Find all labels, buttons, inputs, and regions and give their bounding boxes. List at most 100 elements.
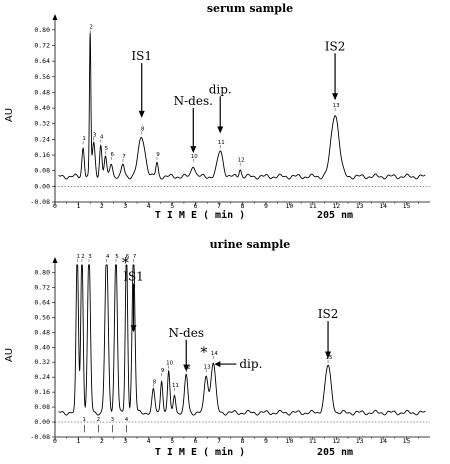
y-tick-label: 0.08 <box>34 167 50 175</box>
annotation-arrowhead <box>214 361 221 368</box>
x-tick-label: 3 <box>123 202 127 210</box>
asterisk-marker: * <box>200 345 207 361</box>
annotation-label: dip. <box>209 82 232 96</box>
peak-label: 9 <box>156 152 160 158</box>
chart-panel-1: serum sample -0.08 0.00 0.08 0.16 0.24 0.32 0.4… <box>4 2 430 221</box>
y-tick-label: 0.40 <box>34 343 50 351</box>
peak-label: 3 <box>93 132 97 138</box>
peak-label: 6 <box>111 152 115 158</box>
event-mark-label: 1 <box>83 417 87 423</box>
x-tick-label: 5 <box>170 437 174 445</box>
x-tick-label: 11 <box>309 202 317 210</box>
annotation-label: IS1 <box>131 49 152 63</box>
peak-label: 2 <box>89 25 93 31</box>
annotation-label: N-des. <box>174 94 213 108</box>
chart-title: urine sample <box>210 238 291 251</box>
y-tick-label: -0.08 <box>30 198 50 206</box>
annotation-label: N-des <box>169 326 205 340</box>
chromatogram-trace <box>58 32 426 180</box>
x-tick-label: 13 <box>356 437 364 445</box>
asterisk-marker: * <box>122 255 129 271</box>
chart-panel-2: urine sample -0.08 0.00 0.08 0.16 0.24 0.32 0.4… <box>4 238 430 458</box>
peak-label: 5 <box>115 254 119 260</box>
annotation-arrowhead <box>217 126 224 134</box>
peak-label: 14 <box>211 351 218 357</box>
x-tick-label: 13 <box>356 202 364 210</box>
y-tick-label: 0.72 <box>34 41 50 49</box>
x-tick-label: 15 <box>403 202 411 210</box>
annotation-arrowhead <box>190 146 197 154</box>
peak-label: 5 <box>105 146 109 152</box>
x-tick-label: 15 <box>403 437 411 445</box>
y-axis-arrow <box>52 257 58 263</box>
peak-label: 1 <box>77 254 81 260</box>
y-tick-label: -0.08 <box>30 433 50 441</box>
x-tick-label: 0 <box>53 437 57 445</box>
x-tick-label: 0 <box>53 202 57 210</box>
annotation-arrowhead <box>183 364 190 372</box>
peak-label: 11 <box>218 140 225 146</box>
chart-title: serum sample <box>207 2 293 15</box>
x-axis-label: T I M E ( min ) <box>155 209 245 221</box>
y-tick-label: 0.16 <box>34 388 50 396</box>
x-tick-label: 6 <box>194 202 198 210</box>
y-axis-label: AU <box>4 348 15 362</box>
x-tick-label: 10 <box>285 437 293 445</box>
y-tick-label: 0.32 <box>34 358 50 366</box>
x-tick-label: 4 <box>147 202 151 210</box>
peak-label: 15 <box>326 355 333 361</box>
y-tick-label: 0.64 <box>34 57 50 65</box>
annotation-arrowhead <box>130 325 137 333</box>
x-tick-label: 5 <box>170 202 174 210</box>
x-tick-label: 2 <box>100 437 104 445</box>
x-tick-label: 9 <box>264 202 268 210</box>
peak-label: 7 <box>122 154 126 160</box>
annotation-arrowhead <box>138 110 145 118</box>
y-tick-label: 0.40 <box>34 104 50 112</box>
y-axis-label: AU <box>4 108 15 122</box>
x-tick-label: 14 <box>379 202 387 210</box>
x-tick-label: 7 <box>217 437 221 445</box>
annotation-arrowhead <box>325 351 332 359</box>
y-tick-label: 0.48 <box>34 328 50 336</box>
wavelength-label: 205 nm <box>317 447 353 458</box>
y-tick-label: 0.64 <box>34 298 50 306</box>
y-tick-label: 0.24 <box>34 373 50 381</box>
peak-label: 10 <box>166 361 173 367</box>
peak-label: 2 <box>81 254 85 260</box>
peak-label: 3 <box>88 254 92 260</box>
annotation-arrowhead <box>332 93 339 101</box>
y-tick-label: 0.80 <box>34 268 50 276</box>
y-tick-label: 0.08 <box>34 403 50 411</box>
annotation-label: IS1 <box>123 270 144 284</box>
x-axis-label: T I M E ( min ) <box>155 446 245 458</box>
y-tick-label: 0.80 <box>34 26 50 34</box>
x-tick-label: 10 <box>285 202 293 210</box>
y-tick-label: 0.56 <box>34 73 50 81</box>
y-tick-label: 0.32 <box>34 120 50 128</box>
y-tick-label: 0.00 <box>34 182 50 190</box>
y-tick-label: 0.72 <box>34 283 50 291</box>
peak-label: 12 <box>238 158 245 164</box>
x-tick-label: 4 <box>147 437 151 445</box>
peak-label: 13 <box>333 103 340 109</box>
y-tick-label: 0.00 <box>34 418 50 426</box>
chromatogram-trace <box>58 264 426 416</box>
event-mark-label: 3 <box>111 417 115 423</box>
x-tick-label: 3 <box>123 437 127 445</box>
x-tick-label: 12 <box>332 202 340 210</box>
y-axis-arrow <box>52 14 58 20</box>
x-tick-label: 14 <box>379 437 387 445</box>
event-mark-label: 2 <box>97 417 101 423</box>
peak-label: 9 <box>161 368 165 374</box>
x-tick-label: 8 <box>241 437 245 445</box>
x-tick-label: 9 <box>264 437 268 445</box>
peak-label: 10 <box>191 154 198 160</box>
peak-label: 13 <box>204 364 211 370</box>
y-tick-label: 0.24 <box>34 135 50 143</box>
x-tick-label: 1 <box>76 437 80 445</box>
y-tick-label: 0.48 <box>34 88 50 96</box>
annotation-label: IS2 <box>318 307 339 321</box>
peak-label: 4 <box>106 254 110 260</box>
